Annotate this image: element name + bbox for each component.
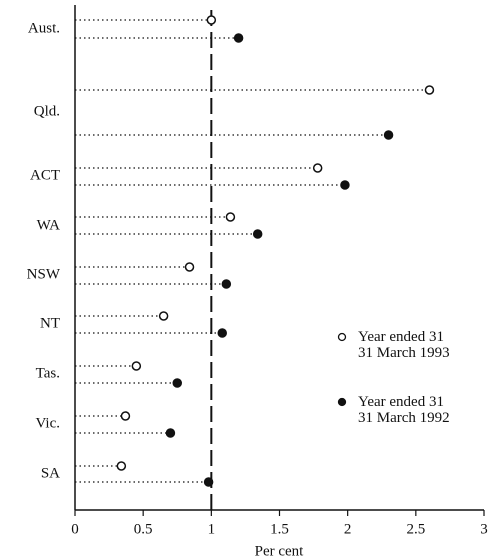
x-tick-label: 0 [71,521,79,537]
category-label: Tas. [36,365,60,381]
data-point [158,311,169,321]
x-tick-label: 2 [344,521,352,537]
category-label: ACT [30,167,60,183]
legend-label: Year ended 31 31 March 1993 [358,329,450,361]
category-label: WA [37,217,60,233]
data-point [217,328,227,338]
legend-label: Year ended 31 31 March 1992 [358,394,450,426]
data-point [203,477,214,487]
data-point [116,461,127,471]
x-tick-label: 0.5 [134,521,153,537]
data-point [206,15,217,25]
category-label: NT [40,315,60,331]
category-label: SA [41,465,60,481]
x-tick-label: 1 [208,521,216,537]
category-label: NSW [27,266,61,282]
data-point [184,262,195,272]
data-point [340,180,350,190]
category-label: Qld. [34,103,60,119]
data-point [312,163,323,173]
data-point [131,361,142,371]
category-label: Aust. [28,20,60,36]
data-point [233,33,244,43]
data-point [225,212,236,222]
legend-marker [337,397,347,407]
x-tick-label: 3 [480,521,488,537]
data-point [120,411,131,421]
category-label: Vic. [35,415,60,431]
x-tick-label: 1.5 [270,521,289,537]
data-point [221,279,232,289]
x-tick-label: 2.5 [406,521,425,537]
data-point [424,85,435,95]
x-axis-title: Per cent [255,543,305,559]
data-point [252,229,263,239]
data-point [165,428,176,438]
data-point [383,130,394,140]
data-point [172,378,182,388]
legend-marker [337,332,347,342]
